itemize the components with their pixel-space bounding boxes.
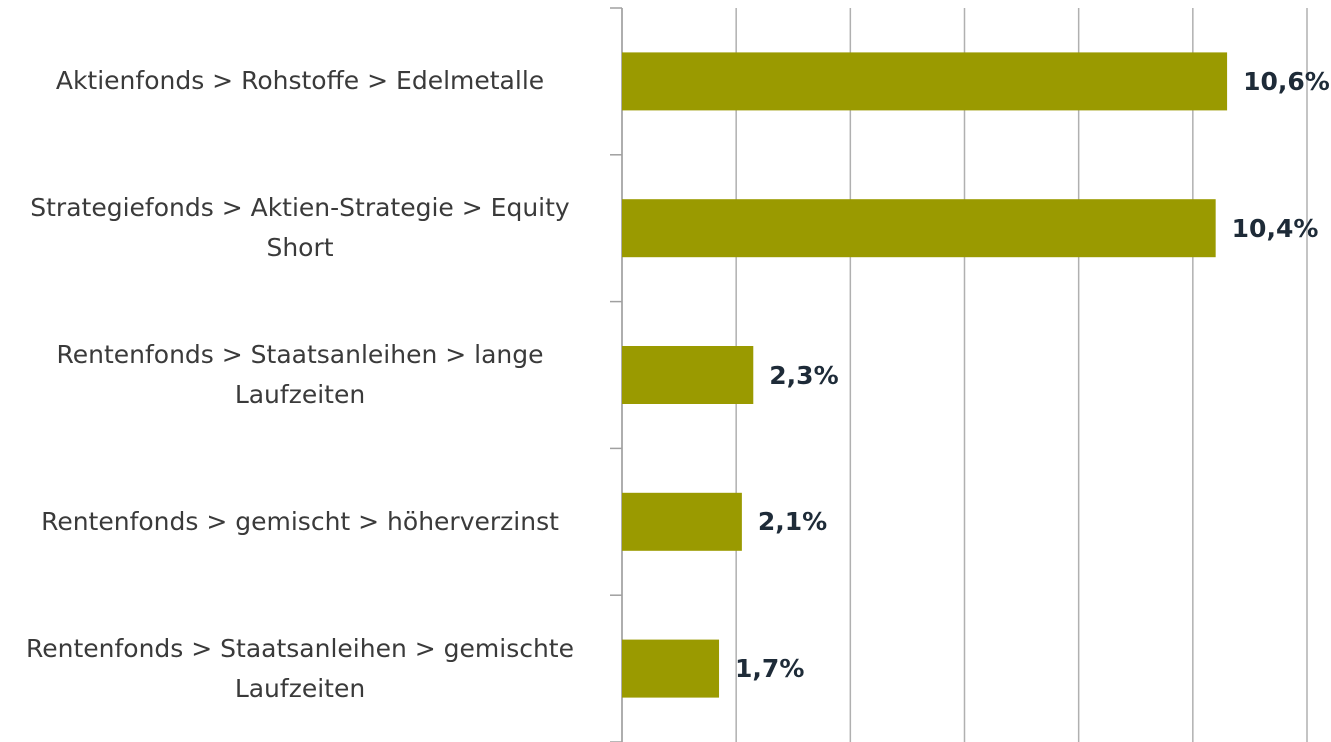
bar	[622, 492, 742, 551]
bar	[622, 639, 720, 698]
category-label: Strategiefonds > Aktien-Strategie > Equi…	[30, 193, 570, 263]
value-label: 1,7%	[735, 654, 805, 684]
value-label: 10,6%	[1243, 66, 1330, 96]
bar	[622, 346, 754, 404]
value-label: 2,1%	[757, 507, 828, 537]
value-label: 10,4%	[1231, 213, 1319, 243]
bar	[622, 52, 1228, 111]
category-label: Aktienfonds > Rohstoffe > Edelmetalle	[55, 66, 545, 96]
category-label: Rentenfonds > gemischt > höherverzinst	[41, 506, 559, 536]
category-label: Rentenfonds > Staatsanleihen > gemischte…	[25, 633, 574, 703]
value-label: 2,3%	[769, 360, 839, 390]
bar	[622, 199, 1216, 258]
category-label: Rentenfonds > Staatsanleihen > lange Lau…	[56, 339, 544, 409]
